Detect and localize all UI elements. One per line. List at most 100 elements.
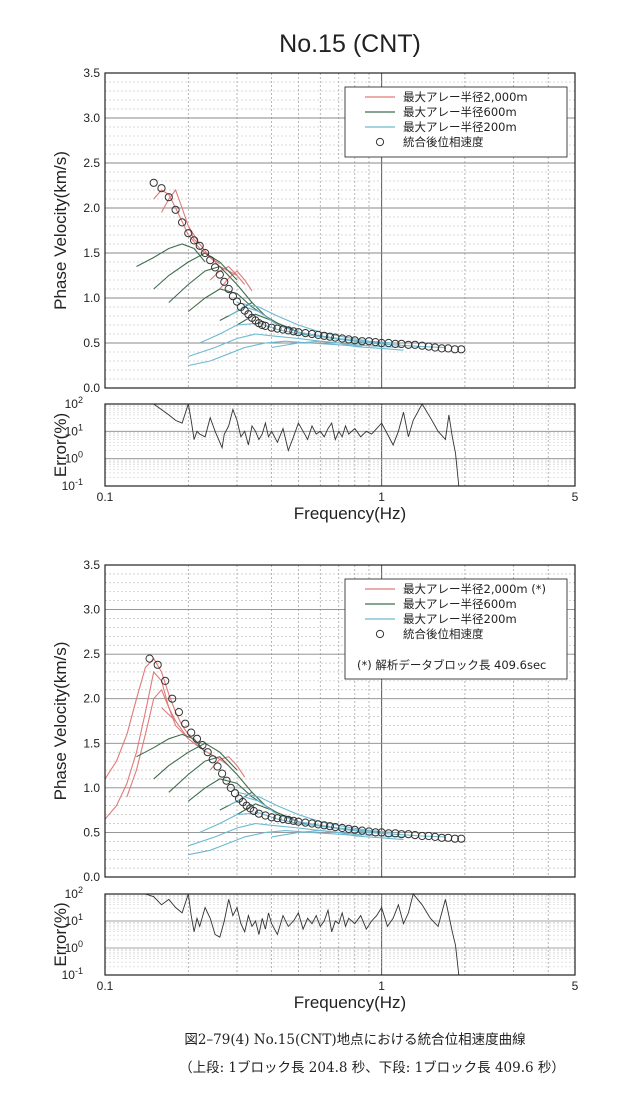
- error-y-tick-label: 102: [65, 885, 83, 901]
- plot-frame: [104, 564, 576, 878]
- merged-point: [174, 708, 183, 717]
- series-line: [187, 778, 266, 807]
- merged-point: [437, 833, 446, 842]
- merged-point: [338, 823, 347, 833]
- merged-point: [364, 827, 374, 836]
- figure-caption-line2: （上段: 1ブロック長 204.8 秒、下段: 1ブロック長 409.6 秒）: [179, 1059, 565, 1076]
- series-line: [153, 252, 238, 290]
- merged-point: [391, 339, 400, 348]
- merged-point: [320, 331, 329, 340]
- merged-point: [314, 330, 323, 339]
- series-line: [188, 822, 404, 847]
- merged-point: [325, 822, 334, 831]
- series-group: [136, 188, 446, 367]
- merged-point: [208, 755, 217, 764]
- merged-point: [224, 284, 233, 294]
- y-tick-label: 3.0: [83, 111, 100, 125]
- merged-point: [258, 320, 267, 330]
- y-tick-label: 1.5: [83, 246, 100, 260]
- legend-label: 統合後位相速度: [403, 135, 484, 149]
- y-tick-label: 0.0: [83, 381, 100, 395]
- merged-point: [424, 831, 433, 841]
- merged-point: [307, 329, 317, 339]
- merged-point: [145, 654, 154, 663]
- merged-point: [450, 345, 459, 354]
- merged-point: [181, 719, 190, 728]
- merged-point: [338, 334, 347, 343]
- merged-point: [391, 829, 400, 838]
- series-line: [187, 288, 266, 317]
- merged-point: [218, 769, 227, 778]
- merged-markers: [149, 178, 466, 354]
- merged-point: [213, 762, 222, 771]
- merged-point: [261, 321, 270, 330]
- merged-point: [203, 748, 212, 757]
- y-tick-label: 1.0: [83, 781, 100, 795]
- merged-point: [211, 263, 220, 272]
- merged-point: [206, 256, 215, 265]
- merged-point: [457, 345, 466, 354]
- series-line: [104, 670, 177, 820]
- bottom-chart: 0.0 0.5 1.0 1.5 2.0 2.5 3.0 3.5 Phase Velocity(k…: [51, 558, 579, 1012]
- y-tick-label: 2.0: [83, 201, 100, 215]
- merged-point: [171, 205, 180, 214]
- merged-point: [437, 344, 446, 353]
- series-line: [168, 265, 253, 303]
- legend-marker: [375, 629, 385, 639]
- y-tick-label: 2.0: [83, 692, 100, 706]
- top-chart: 0.0 0.5 1.0 1.5 2.0 2.5 3.0 3.5 Phase Velocity(k…: [51, 66, 579, 523]
- series-line: [188, 340, 363, 367]
- legend: 最大アレー半径2,000m最大アレー半径600m最大アレー半径200m統合後位相…: [344, 86, 568, 158]
- merged-point: [301, 329, 310, 338]
- merged-point: [307, 819, 317, 828]
- merged-point: [249, 806, 258, 816]
- x-tick-label: 5: [572, 490, 579, 504]
- merged-point: [404, 340, 413, 349]
- merged-point: [344, 824, 353, 834]
- merged-point: [267, 813, 276, 822]
- legend-label: 最大アレー半径200m: [403, 612, 517, 626]
- error-axis-label: Error(%): [51, 902, 70, 966]
- merged-point: [230, 789, 240, 798]
- y-tick-label: 1.0: [83, 291, 100, 305]
- x-axis-label: Frequency(Hz): [294, 993, 406, 1012]
- merged-markers: [145, 654, 466, 843]
- series-line: [136, 243, 206, 267]
- merged-point: [273, 324, 282, 333]
- merged-point: [344, 335, 353, 344]
- merged-point: [278, 815, 288, 824]
- plot-frame: [104, 72, 576, 389]
- merged-point: [450, 834, 459, 843]
- series-line: [126, 688, 189, 797]
- error-line: [153, 403, 460, 487]
- y-tick-label: 1.5: [83, 736, 100, 750]
- legend-note: (*) 解析データブロック長 409.6sec: [357, 658, 546, 672]
- x-tick-label: 1: [378, 979, 385, 993]
- series-line: [228, 306, 382, 344]
- y-tick-label: 3.5: [83, 66, 100, 80]
- series-line: [188, 333, 404, 358]
- merged-point: [228, 292, 237, 301]
- y-tick-label: 3.0: [83, 603, 100, 617]
- merged-point: [418, 831, 427, 841]
- series-line: [136, 733, 206, 758]
- x-axis-label: Frequency(Hz): [294, 504, 406, 523]
- merged-point: [278, 325, 288, 334]
- merged-point: [190, 236, 199, 245]
- legend-label: 最大アレー半径600m: [403, 105, 517, 119]
- series-line: [188, 830, 363, 856]
- merged-point: [371, 338, 380, 347]
- merged-point: [261, 811, 270, 820]
- merged-point: [178, 218, 187, 227]
- merged-point: [289, 816, 298, 825]
- merged-point: [149, 178, 158, 187]
- merged-point: [168, 694, 177, 703]
- merged-point: [424, 342, 433, 351]
- y-tick-label: 2.5: [83, 647, 100, 661]
- merged-point: [457, 834, 466, 843]
- legend-label: 最大アレー半径2,000m: [403, 90, 528, 104]
- merged-point: [301, 818, 310, 827]
- legend-label: 最大アレー半径200m: [403, 120, 517, 134]
- y-tick-label: 0.5: [83, 336, 100, 350]
